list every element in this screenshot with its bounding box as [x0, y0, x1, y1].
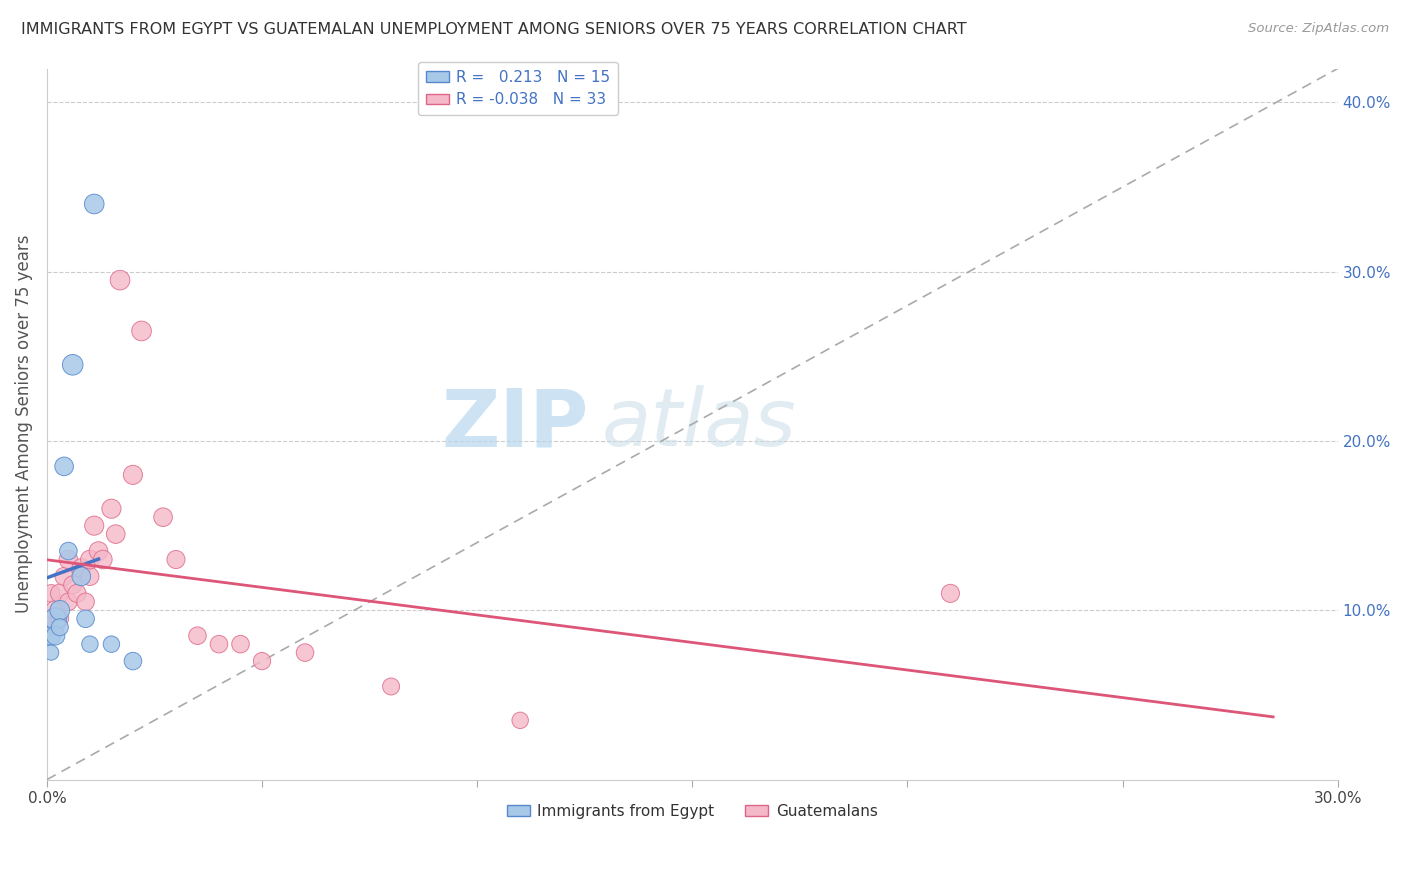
- Point: [49, 586, 72, 600]
- Point: [100, 501, 122, 516]
- Point: [165, 552, 187, 566]
- Point: [122, 654, 145, 668]
- Point: [79, 637, 101, 651]
- Point: [44, 620, 66, 634]
- Point: [208, 637, 231, 651]
- Point: [108, 273, 131, 287]
- Point: [39, 586, 62, 600]
- Point: [250, 654, 273, 668]
- Point: [79, 569, 101, 583]
- Point: [152, 510, 174, 524]
- Point: [122, 467, 145, 482]
- Point: [100, 637, 122, 651]
- Legend: Immigrants from Egypt, Guatemalans: Immigrants from Egypt, Guatemalans: [501, 798, 884, 825]
- Point: [294, 646, 316, 660]
- Point: [39, 646, 62, 660]
- Point: [380, 680, 402, 694]
- Point: [49, 603, 72, 617]
- Text: ZIP: ZIP: [441, 385, 589, 463]
- Point: [53, 459, 76, 474]
- Point: [79, 552, 101, 566]
- Point: [104, 527, 127, 541]
- Point: [53, 569, 76, 583]
- Point: [75, 612, 97, 626]
- Point: [131, 324, 153, 338]
- Point: [39, 629, 62, 643]
- Point: [939, 586, 962, 600]
- Point: [70, 569, 93, 583]
- Point: [91, 552, 114, 566]
- Point: [49, 620, 72, 634]
- Point: [87, 544, 110, 558]
- Point: [70, 561, 93, 575]
- Point: [58, 552, 80, 566]
- Point: [83, 518, 105, 533]
- Point: [62, 358, 84, 372]
- Point: [66, 586, 89, 600]
- Point: [229, 637, 252, 651]
- Point: [62, 578, 84, 592]
- Y-axis label: Unemployment Among Seniors over 75 years: Unemployment Among Seniors over 75 years: [15, 235, 32, 614]
- Text: atlas: atlas: [602, 385, 797, 463]
- Point: [44, 603, 66, 617]
- Point: [44, 629, 66, 643]
- Text: Source: ZipAtlas.com: Source: ZipAtlas.com: [1249, 22, 1389, 36]
- Point: [58, 595, 80, 609]
- Point: [49, 612, 72, 626]
- Point: [44, 612, 66, 626]
- Point: [83, 197, 105, 211]
- Point: [75, 595, 97, 609]
- Point: [58, 544, 80, 558]
- Text: IMMIGRANTS FROM EGYPT VS GUATEMALAN UNEMPLOYMENT AMONG SENIORS OVER 75 YEARS COR: IMMIGRANTS FROM EGYPT VS GUATEMALAN UNEM…: [21, 22, 967, 37]
- Point: [186, 629, 208, 643]
- Point: [39, 612, 62, 626]
- Point: [509, 714, 531, 728]
